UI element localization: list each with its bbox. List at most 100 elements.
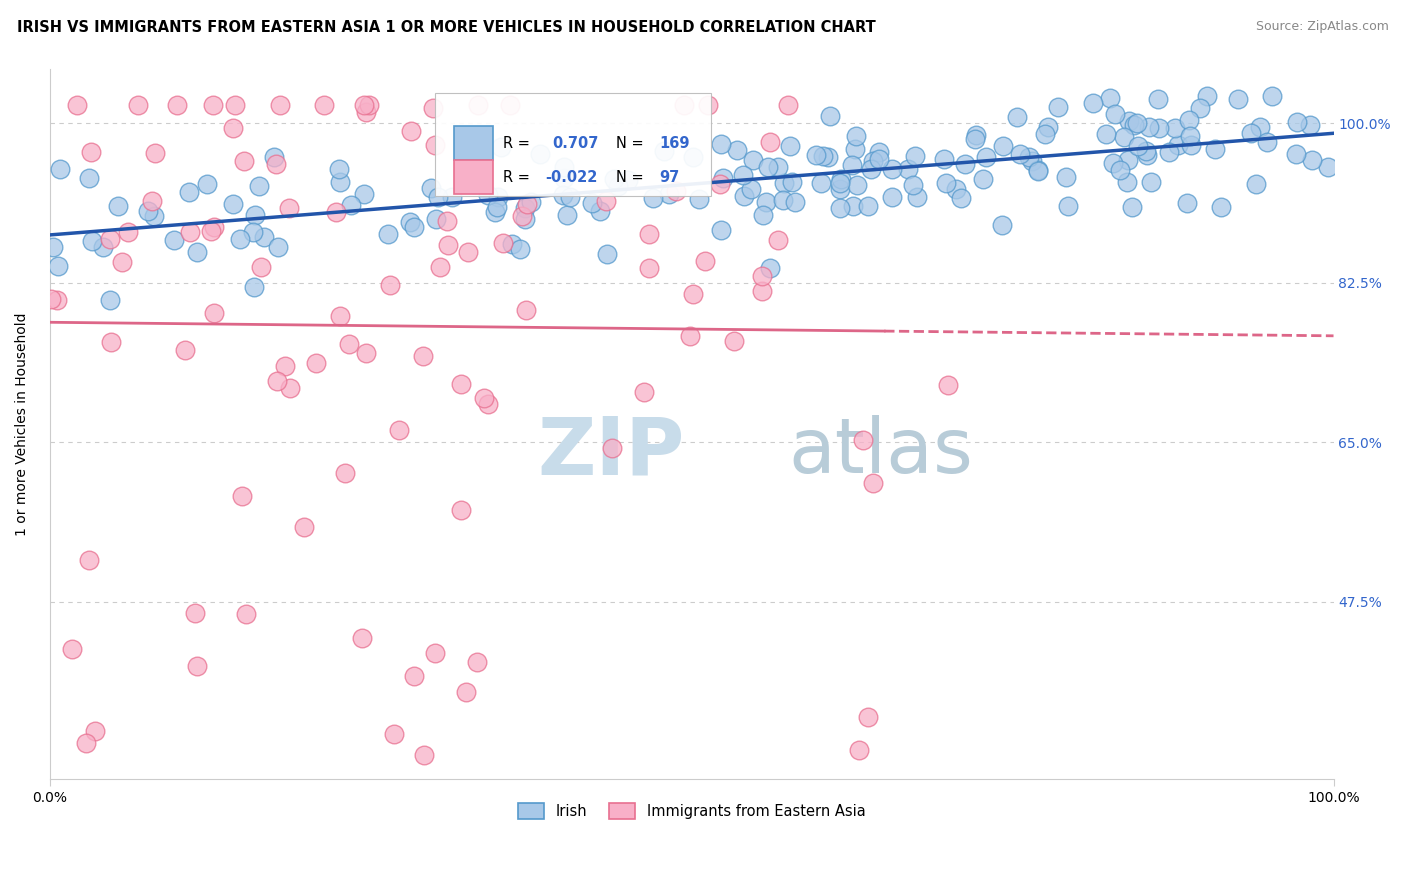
Point: [1301, 153, 1323, 168]
Point: [45, 293, 67, 307]
Point: [441, 190, 464, 204]
Point: [1104, 107, 1126, 121]
Point: [377, 227, 399, 242]
Point: [1261, 88, 1284, 103]
Point: [266, 240, 288, 254]
Point: [425, 211, 447, 226]
Point: [755, 195, 778, 210]
Point: [990, 219, 1012, 233]
Point: [742, 153, 765, 167]
Point: [186, 245, 208, 260]
Point: [292, 520, 315, 534]
Point: [277, 201, 299, 215]
Point: [98, 293, 121, 307]
Point: [84, 723, 107, 738]
Point: [665, 184, 688, 198]
Point: [242, 225, 264, 239]
Point: [242, 280, 264, 294]
Point: [515, 302, 537, 317]
Point: [846, 178, 869, 192]
Point: [679, 328, 702, 343]
Point: [731, 168, 754, 182]
Point: [1121, 200, 1143, 214]
Point: [710, 136, 733, 151]
Point: [513, 202, 536, 216]
Point: [1177, 196, 1199, 211]
Point: [553, 160, 575, 174]
Point: [340, 198, 363, 212]
Point: [388, 423, 411, 437]
Point: [560, 190, 582, 204]
Point: [658, 186, 681, 201]
Point: [516, 196, 538, 211]
Point: [325, 205, 347, 219]
Point: [231, 489, 253, 503]
Point: [897, 161, 920, 176]
Point: [688, 193, 710, 207]
Text: 97: 97: [659, 169, 681, 185]
Point: [709, 177, 731, 191]
Point: [80, 145, 103, 159]
Point: [778, 98, 800, 112]
Point: [427, 190, 450, 204]
Point: [378, 278, 401, 293]
Point: [82, 234, 104, 248]
Point: [1204, 142, 1226, 156]
Point: [143, 146, 166, 161]
Point: [1112, 129, 1135, 144]
Point: [828, 177, 851, 191]
Point: [224, 98, 246, 112]
Point: [596, 247, 619, 261]
Point: [828, 201, 851, 215]
Point: [200, 224, 222, 238]
Point: [600, 441, 623, 455]
Point: [880, 190, 903, 204]
Point: [436, 214, 458, 228]
Point: [1299, 119, 1322, 133]
Text: 169: 169: [659, 136, 690, 151]
Point: [682, 287, 704, 301]
Point: [810, 176, 832, 190]
Point: [1136, 148, 1159, 162]
Point: [758, 160, 780, 174]
Point: [862, 153, 884, 168]
Point: [682, 150, 704, 164]
Point: [425, 138, 447, 153]
Point: [752, 208, 775, 222]
Point: [643, 191, 665, 205]
Point: [817, 150, 839, 164]
Point: [166, 98, 188, 112]
Point: [1317, 160, 1340, 174]
Text: 0.707: 0.707: [551, 136, 598, 151]
Point: [696, 98, 718, 112]
Point: [1140, 175, 1163, 189]
Point: [772, 176, 794, 190]
Point: [100, 334, 122, 349]
Point: [1116, 175, 1139, 189]
Point: [465, 655, 488, 669]
Point: [499, 98, 522, 112]
Point: [1010, 146, 1032, 161]
Point: [1227, 92, 1250, 106]
Point: [512, 210, 534, 224]
Point: [60, 641, 83, 656]
Point: [868, 152, 890, 166]
Point: [945, 182, 967, 196]
Point: [862, 476, 884, 491]
Point: [1126, 116, 1149, 130]
Point: [841, 158, 863, 172]
Point: [437, 237, 460, 252]
Point: [638, 227, 661, 241]
Point: [1246, 178, 1268, 192]
Point: [1005, 110, 1028, 124]
Point: [638, 260, 661, 275]
Point: [46, 259, 69, 273]
Point: [1026, 163, 1049, 178]
Point: [758, 135, 780, 149]
Point: [1240, 127, 1263, 141]
Point: [557, 208, 579, 222]
Point: [1189, 102, 1212, 116]
Point: [1026, 162, 1049, 177]
Point: [766, 160, 789, 174]
Point: [856, 710, 879, 724]
